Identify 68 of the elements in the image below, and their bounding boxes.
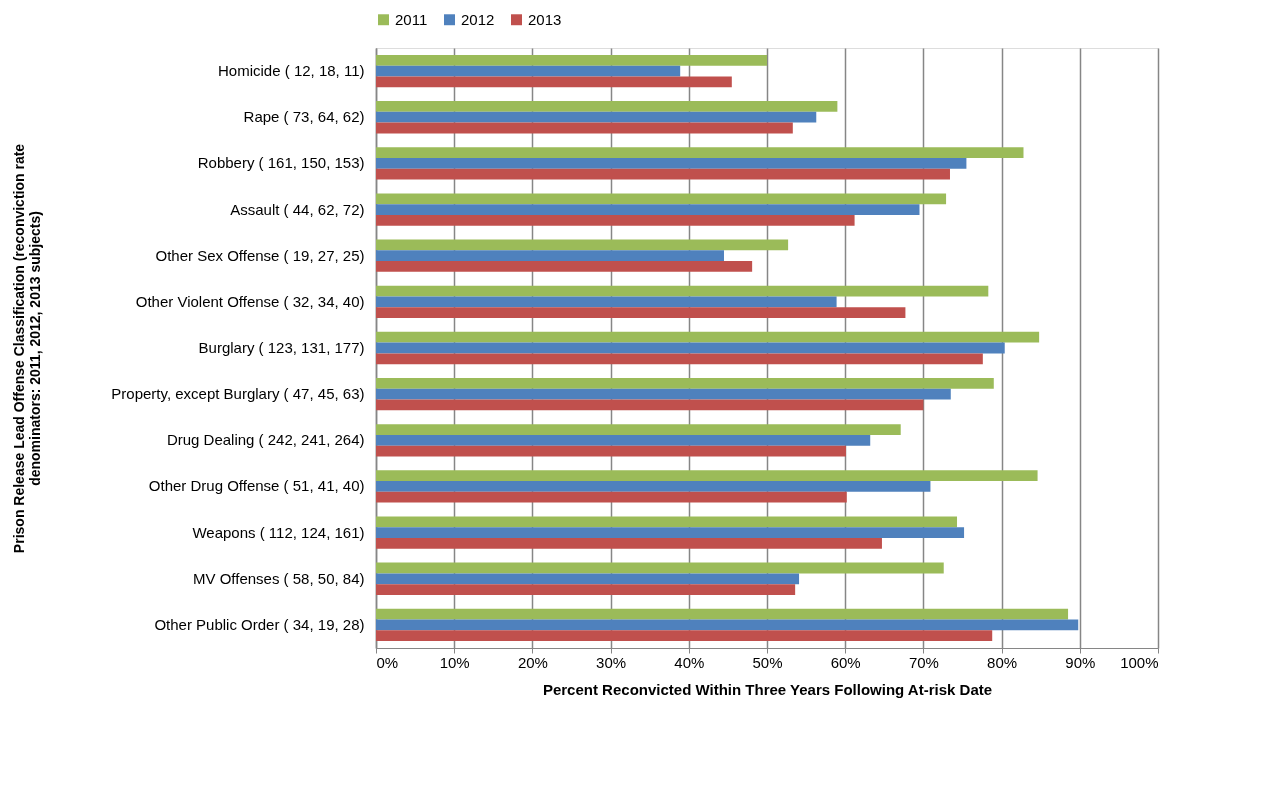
bar [376,307,906,318]
bar [376,481,931,492]
bar [376,573,800,585]
bar [376,424,901,435]
bar [376,331,1040,343]
bar [376,527,965,538]
bar [376,261,753,272]
bar [376,470,1038,482]
bar [376,122,793,134]
legend-label: 2011 [395,10,428,28]
x-tick-label: 80% [987,653,1018,671]
bar [376,491,847,503]
y-tick-label: Property, except Burglary ( 47, 45, 63) [111,385,365,403]
y-tick-label: Weapons ( 112, 124, 161) [192,523,365,541]
bar [376,76,732,88]
bar [376,630,993,642]
bar [376,399,924,411]
bar [376,214,855,226]
y-tick-label: Burglary ( 123, 131, 177) [198,339,365,356]
x-tick-label: 50% [752,653,783,671]
x-tick-label: 30% [596,653,627,671]
bar [376,619,1079,631]
bar [376,65,681,77]
x-tick-label: 20% [517,653,548,671]
bar [376,168,950,180]
bar [376,434,871,446]
legend-label: 2013 [528,10,562,28]
bar [376,111,817,123]
bar [376,250,724,262]
bar [376,204,920,215]
y-tick-label: MV Offenses ( 58, 50, 84) [193,569,365,587]
y-tick-label: Other Public Order ( 34, 19, 28) [154,615,365,633]
bar [376,193,947,205]
y-tick-label: Rape ( 73, 64, 62) [243,108,365,126]
y-tick-label: Homicide ( 12, 18, 11) [218,62,365,80]
bar [376,296,837,308]
bar [376,101,838,112]
bar [376,445,846,457]
y-tick-label: Assault ( 44, 62, 72) [230,200,365,218]
bar [376,239,789,251]
bar [376,562,944,574]
y-tick-label: Other Sex Offense ( 19, 27, 25) [155,246,365,264]
bar [376,54,767,66]
legend-label: 2012 [461,10,495,28]
x-tick-label: 90% [1065,653,1096,671]
x-tick-label: 0% [376,653,399,671]
y-axis-title: Prison Release Lead Offense Classification (reconviction rate denominators: 2011, 2012, 2013 subjects) [10,143,43,554]
bar [376,285,989,297]
x-tick-label: 70% [908,653,939,671]
y-tick-label: Other Violent Offense ( 32, 34, 40) [135,292,365,310]
bar [376,158,967,169]
bar [376,147,1024,158]
y-tick-label: Drug Dealing ( 242, 241, 264) [166,431,365,449]
x-tick-label: 10% [439,653,470,671]
bar [376,608,1069,620]
bar [376,538,882,549]
y-tick-label: Other Drug Offense ( 51, 41, 40) [148,477,365,495]
x-tick-label: 40% [674,653,705,671]
x-tick-label: 60% [830,653,861,671]
bar [376,584,796,595]
x-axis-title: Percent Reconvicted Within Three Years Following At-risk Date [542,680,993,698]
x-tick-label: 100% [1120,653,1159,671]
bar [376,516,958,528]
y-tick-label: Robbery ( 161, 150, 153) [197,154,365,172]
bar [376,378,994,389]
bar [376,353,983,365]
bar [376,342,1005,354]
bar [376,388,951,400]
